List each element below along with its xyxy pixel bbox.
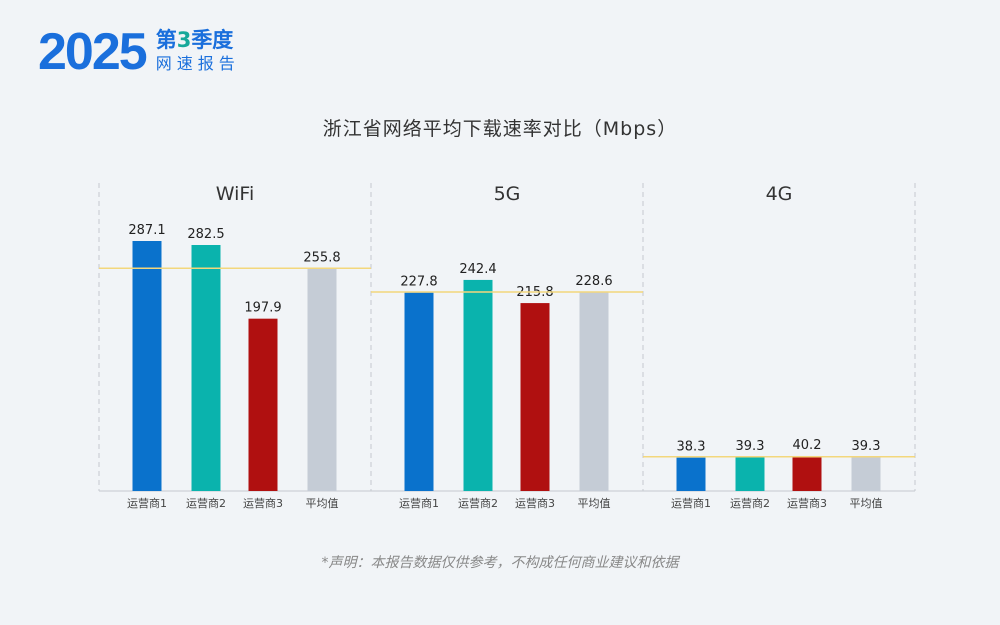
bar-5G-4	[579, 291, 609, 491]
category-label: 平均值	[306, 497, 339, 510]
group-label-5G: 5G	[494, 183, 521, 205]
bar-4G-4	[851, 456, 881, 491]
chart-title: 浙江省网络平均下载速率对比（Mbps）	[322, 118, 678, 140]
bar-WiFi-3	[248, 318, 278, 491]
bar-5G-2	[463, 279, 493, 491]
category-label: 运营商2	[730, 496, 770, 510]
logo-quarter-suffix: 季度	[191, 28, 234, 52]
category-label: 运营商1	[399, 496, 439, 510]
data-label: 39.3	[736, 439, 765, 454]
category-label: 运营商2	[186, 496, 226, 510]
bar-WiFi-2	[191, 245, 221, 491]
data-label: 40.2	[793, 438, 822, 453]
category-label: 运营商3	[243, 496, 283, 510]
bar-4G-2	[735, 456, 765, 491]
bar-WiFi-4	[307, 268, 337, 491]
category-label: 运营商3	[787, 496, 827, 510]
bar-4G-3	[792, 455, 822, 491]
disclaimer: *声明：本报告数据仅供参考，不构成任何商业建议和依据	[321, 555, 679, 571]
data-label: 38.3	[677, 440, 706, 455]
group-label-WiFi: WiFi	[216, 183, 254, 205]
bar-4G-1	[676, 457, 706, 491]
data-label: 39.3	[852, 439, 881, 454]
data-label: 228.6	[575, 274, 612, 289]
logo-subtitle: 网速报告	[155, 54, 240, 73]
logo: 2025 第3季度 网速报告	[38, 26, 240, 78]
data-label: 242.4	[459, 262, 496, 277]
category-label: 运营商1	[671, 496, 711, 510]
logo-quarter-num: 3	[176, 28, 192, 52]
logo-year: 2025	[38, 23, 148, 81]
category-label: 平均值	[850, 497, 883, 510]
group-label-4G: 4G	[766, 183, 793, 205]
category-label: 运营商1	[127, 496, 167, 510]
logo-quarter-prefix: 第	[155, 28, 177, 52]
data-label: 197.9	[244, 301, 281, 316]
data-label: 287.1	[128, 223, 165, 238]
data-label: 282.5	[187, 227, 224, 242]
bar-5G-1	[404, 292, 434, 491]
category-label: 平均值	[578, 497, 611, 510]
data-label: 227.8	[400, 275, 437, 290]
bar-WiFi-1	[132, 241, 162, 491]
category-label: 运营商2	[458, 496, 498, 510]
category-label: 运营商3	[515, 496, 555, 510]
data-label: 255.8	[303, 250, 340, 265]
bar-5G-3	[520, 303, 550, 491]
